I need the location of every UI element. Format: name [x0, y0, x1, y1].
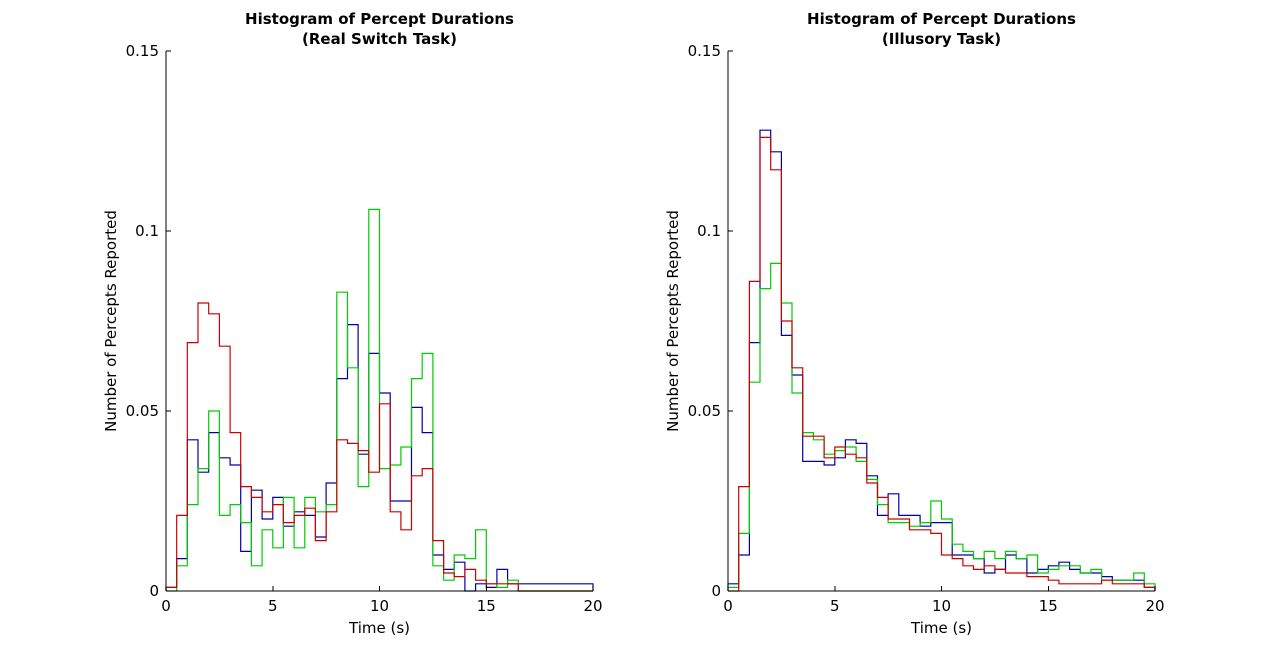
- chart-title-line-2: (Real Switch Task): [302, 30, 457, 48]
- x-tick-label: 0: [161, 597, 171, 615]
- y-axis-label: Number of Percepts Reported: [664, 210, 682, 432]
- x-tick-label: 0: [723, 597, 733, 615]
- y-tick-label: 0.15: [688, 42, 721, 60]
- y-axis-label: Number of Percepts Reported: [102, 210, 120, 432]
- x-tick-label: 10: [932, 597, 951, 615]
- chart-title-line-1: Histogram of Percept Durations: [245, 10, 514, 28]
- y-tick-label: 0.15: [126, 42, 159, 60]
- x-tick-label: 10: [370, 597, 389, 615]
- x-tick-label: 5: [830, 597, 840, 615]
- y-tick-label: 0.05: [126, 402, 159, 420]
- x-tick-label: 15: [1039, 597, 1058, 615]
- x-tick-label: 5: [268, 597, 278, 615]
- histogram-series-3: [165, 302, 593, 592]
- y-tick-label: 0: [711, 582, 721, 600]
- y-tick-label: 0.1: [135, 222, 159, 240]
- y-tick-label: 0: [149, 582, 159, 600]
- histogram-series-2: [727, 262, 1156, 591]
- y-tick-label: 0.05: [688, 402, 721, 420]
- histogram-series-3: [728, 136, 1156, 592]
- x-tick-label: 15: [477, 597, 496, 615]
- x-tick-label: 20: [1145, 597, 1164, 615]
- histogram-panel-1: 0 5 10 15 20 0 0.05 0.1 0.15 Histogram of Percept…: [102, 10, 603, 637]
- y-tick-label: 0.1: [697, 222, 721, 240]
- chart-title-line-1: Histogram of Percept Durations: [807, 10, 1076, 28]
- histogram-panel-2: 0 5 10 15 20 0 0.05 0.1 0.15 Histogram of Percept…: [664, 10, 1165, 637]
- chart-title-line-2: (Illusory Task): [882, 30, 1001, 48]
- x-tick-label: 20: [583, 597, 602, 615]
- x-axis-label: Time (s): [348, 619, 410, 637]
- x-axis-label: Time (s): [910, 619, 972, 637]
